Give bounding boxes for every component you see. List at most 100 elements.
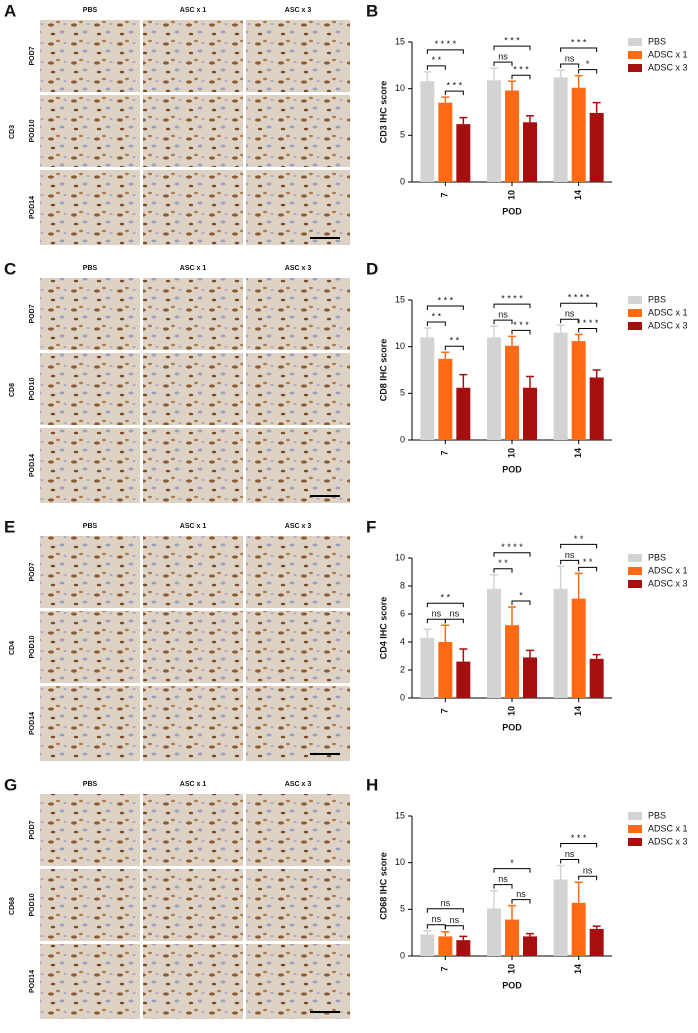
- marker-label: CD3: [9, 125, 16, 139]
- y-tick-label: 0: [400, 434, 405, 444]
- micrograph: [40, 353, 140, 425]
- legend-label: ADSC x 1: [648, 49, 688, 59]
- bar: [420, 81, 435, 182]
- legend-swatch: [628, 51, 642, 59]
- column-label: ASC x 1: [180, 523, 207, 530]
- marker-label: CD4: [9, 641, 16, 655]
- significance-label: ns: [450, 915, 460, 925]
- legend-swatch: [628, 838, 642, 846]
- significance-label: * *: [574, 534, 584, 544]
- column-label: ASC x 1: [180, 781, 207, 788]
- legend-swatch: [628, 64, 642, 72]
- micrograph: [40, 944, 140, 1019]
- significance-bracket: [493, 868, 531, 873]
- column-label: ASC x 1: [180, 265, 207, 272]
- significance-bracket: [560, 63, 580, 68]
- significance-label: * * *: [571, 833, 587, 843]
- row-label: POD10: [29, 377, 36, 400]
- error-bar: [459, 648, 468, 662]
- bar: [589, 928, 604, 956]
- y-tick-label: 10: [395, 552, 405, 562]
- error-bar: [556, 864, 565, 880]
- significance-label: * * * *: [501, 542, 523, 552]
- marker-label: CD68: [9, 897, 16, 915]
- legend-swatch: [628, 567, 642, 575]
- column-label: ASC x 3: [285, 7, 312, 14]
- micrograph: [143, 428, 243, 503]
- significance-label: * *: [583, 557, 593, 567]
- significance-label: * *: [441, 593, 451, 603]
- error-bar: [556, 69, 565, 78]
- bar: [487, 80, 501, 182]
- column-label: PBS: [83, 7, 98, 14]
- bar: [438, 102, 453, 182]
- column-label: PBS: [83, 523, 98, 530]
- significance-bracket: [426, 305, 464, 310]
- panel-letter: D: [366, 259, 378, 278]
- legend-label: ADSC x 3: [648, 836, 688, 846]
- column-label: PBS: [83, 781, 98, 788]
- micrograph: [40, 536, 140, 608]
- x-tick-label: 14: [573, 706, 583, 716]
- micrograph: [143, 794, 243, 866]
- bar: [505, 919, 519, 956]
- panel-letter: B: [366, 1, 378, 20]
- bar: [553, 77, 568, 182]
- significance-label: ns: [583, 866, 593, 876]
- micrograph: [40, 428, 140, 503]
- micrograph: [246, 611, 350, 683]
- bar: [571, 902, 586, 956]
- significance-bracket: [493, 884, 513, 889]
- micrograph: [40, 611, 140, 683]
- error-bar: [441, 351, 450, 359]
- y-tick-label: 15: [395, 294, 405, 304]
- row-label: POD14: [29, 196, 36, 219]
- significance-label: * * * *: [568, 293, 590, 303]
- micrograph: [246, 869, 350, 941]
- error-bar: [592, 653, 601, 659]
- bar: [505, 625, 519, 698]
- error-bar: [556, 324, 565, 333]
- legend-swatch: [628, 38, 642, 46]
- error-bar: [526, 375, 534, 388]
- x-tick-label: 10: [506, 964, 516, 974]
- legend-label: ADSC x 1: [648, 823, 688, 833]
- error-bar: [459, 373, 468, 388]
- y-axis-label: CD8 IHC score: [378, 339, 388, 402]
- legend-swatch: [628, 580, 642, 588]
- bar: [523, 657, 537, 698]
- micrograph: [143, 20, 243, 92]
- x-tick-label: 10: [506, 706, 516, 716]
- significance-label: * * * *: [577, 318, 599, 328]
- row-label: POD14: [29, 712, 36, 735]
- y-axis-label: CD4 IHC score: [378, 597, 388, 660]
- x-tick-label: 14: [573, 448, 583, 458]
- error-bar: [423, 628, 432, 638]
- micrograph: [143, 95, 243, 167]
- bar: [487, 908, 501, 956]
- micrograph: [40, 869, 140, 941]
- significance-bracket: [560, 559, 580, 565]
- error-bar: [490, 574, 498, 589]
- significance-bracket: [560, 302, 598, 308]
- row-label: POD10: [29, 119, 36, 142]
- micrograph: [246, 353, 350, 425]
- row-label: POD7: [29, 820, 36, 839]
- significance-label: ns: [498, 310, 508, 320]
- bar: [487, 337, 501, 440]
- micrograph: [143, 869, 243, 941]
- bar: [438, 358, 453, 440]
- significance-label: * *: [498, 558, 508, 568]
- significance-label: * *: [432, 311, 442, 321]
- legend-swatch: [628, 309, 642, 317]
- significance-bracket: [493, 552, 531, 557]
- error-bar: [441, 930, 450, 937]
- panel-letter: C: [4, 259, 16, 278]
- significance-label: * * *: [513, 320, 529, 330]
- bar: [523, 936, 537, 956]
- significance-label: ns: [441, 898, 451, 908]
- micrograph: [143, 353, 243, 425]
- bar: [589, 112, 604, 182]
- legend-label: PBS: [648, 36, 666, 46]
